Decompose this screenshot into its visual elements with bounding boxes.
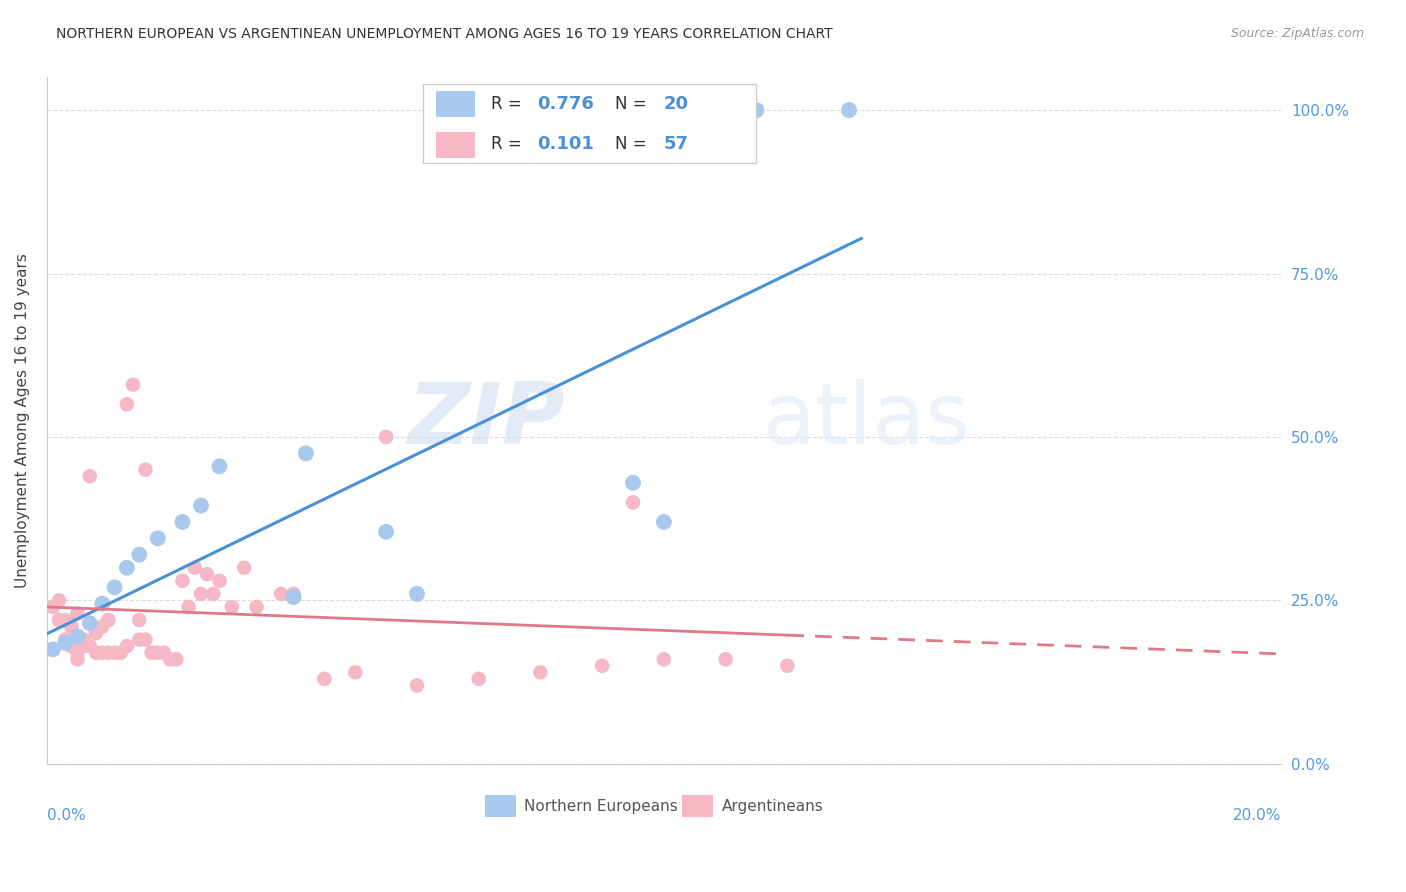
Point: [208, 574, 231, 588]
Point: [66, 629, 89, 643]
Text: N =: N =: [614, 135, 651, 153]
Point: [591, 658, 613, 673]
Point: [172, 515, 194, 529]
Point: [838, 103, 860, 117]
Text: NORTHERN EUROPEAN VS ARGENTINEAN UNEMPLOYMENT AMONG AGES 16 TO 19 YEARS CORRELAT: NORTHERN EUROPEAN VS ARGENTINEAN UNEMPLO…: [56, 27, 832, 41]
Point: [128, 548, 150, 562]
Point: [79, 469, 101, 483]
Point: [53, 632, 76, 647]
Text: Northern Europeans: Northern Europeans: [524, 799, 678, 814]
Point: [714, 652, 737, 666]
Point: [621, 495, 644, 509]
Text: ZIP: ZIP: [408, 379, 565, 462]
Text: 20.0%: 20.0%: [1233, 808, 1281, 823]
Point: [375, 430, 398, 444]
Text: 57: 57: [664, 135, 689, 153]
Point: [97, 613, 120, 627]
Point: [97, 646, 120, 660]
Point: [103, 580, 125, 594]
Point: [190, 587, 212, 601]
Point: [202, 587, 225, 601]
Point: [165, 652, 187, 666]
Point: [245, 599, 267, 614]
Text: atlas: atlas: [762, 379, 970, 462]
Point: [42, 642, 65, 657]
Point: [134, 632, 156, 647]
Point: [172, 574, 194, 588]
Point: [146, 531, 169, 545]
Point: [221, 599, 243, 614]
Point: [60, 619, 83, 633]
Point: [159, 652, 181, 666]
Y-axis label: Unemployment Among Ages 16 to 19 years: Unemployment Among Ages 16 to 19 years: [15, 253, 30, 588]
Point: [295, 446, 318, 460]
Point: [60, 639, 83, 653]
Point: [314, 672, 336, 686]
Point: [745, 103, 768, 117]
Point: [621, 475, 644, 490]
Point: [115, 639, 138, 653]
Text: 0.0%: 0.0%: [46, 808, 86, 823]
Point: [84, 626, 107, 640]
Text: 20: 20: [664, 95, 689, 113]
Point: [73, 639, 96, 653]
Point: [91, 646, 114, 660]
Point: [103, 646, 125, 660]
Point: [91, 597, 114, 611]
Point: [467, 672, 489, 686]
Point: [66, 652, 89, 666]
Point: [406, 587, 429, 601]
Point: [66, 607, 89, 621]
Point: [128, 632, 150, 647]
Point: [184, 560, 207, 574]
Point: [79, 616, 101, 631]
Text: N =: N =: [614, 95, 651, 113]
Point: [73, 632, 96, 647]
Text: Argentineans: Argentineans: [721, 799, 824, 814]
FancyBboxPatch shape: [682, 795, 713, 817]
Point: [652, 652, 675, 666]
Point: [115, 560, 138, 574]
Text: R =: R =: [491, 135, 527, 153]
FancyBboxPatch shape: [485, 795, 516, 817]
Point: [53, 636, 76, 650]
Point: [91, 619, 114, 633]
Text: Source: ZipAtlas.com: Source: ZipAtlas.com: [1230, 27, 1364, 40]
Point: [134, 463, 156, 477]
Point: [233, 560, 256, 574]
Point: [128, 613, 150, 627]
Point: [146, 646, 169, 660]
Point: [153, 646, 176, 660]
Point: [406, 678, 429, 692]
Point: [375, 524, 398, 539]
Point: [53, 613, 76, 627]
Point: [195, 567, 218, 582]
Point: [84, 646, 107, 660]
Point: [283, 590, 305, 604]
Point: [122, 377, 145, 392]
Text: 0.776: 0.776: [537, 95, 593, 113]
Point: [48, 613, 70, 627]
Point: [177, 599, 200, 614]
FancyBboxPatch shape: [436, 132, 475, 158]
Point: [66, 646, 89, 660]
Text: 0.101: 0.101: [537, 135, 593, 153]
Point: [529, 665, 551, 680]
Point: [48, 593, 70, 607]
Point: [79, 639, 101, 653]
Point: [776, 658, 799, 673]
Point: [344, 665, 367, 680]
Point: [110, 646, 132, 660]
Point: [270, 587, 292, 601]
Point: [283, 587, 305, 601]
Point: [115, 397, 138, 411]
Point: [190, 499, 212, 513]
Point: [208, 459, 231, 474]
Point: [141, 646, 163, 660]
FancyBboxPatch shape: [423, 85, 756, 163]
Point: [652, 515, 675, 529]
FancyBboxPatch shape: [436, 91, 475, 117]
Point: [42, 599, 65, 614]
Text: R =: R =: [491, 95, 527, 113]
